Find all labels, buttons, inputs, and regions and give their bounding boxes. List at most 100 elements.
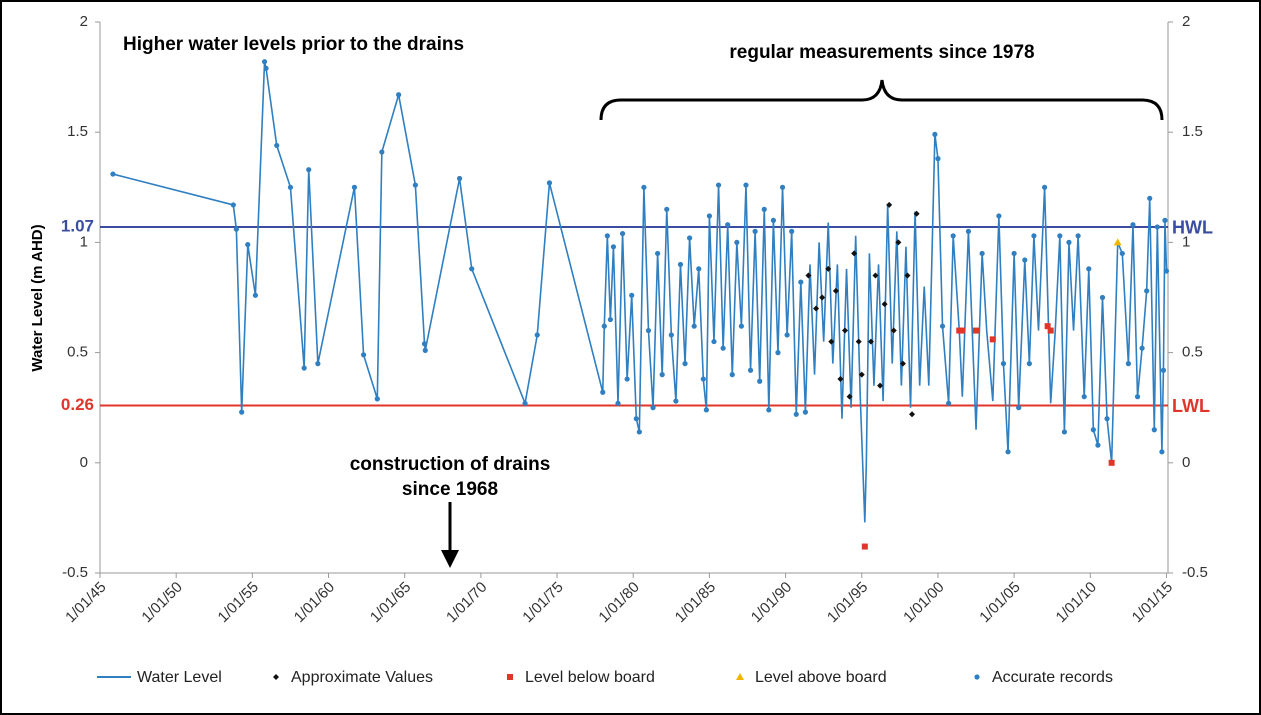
point — [1119, 250, 1125, 257]
point — [1031, 233, 1037, 239]
point — [895, 239, 902, 246]
point — [858, 371, 865, 378]
point — [607, 316, 613, 323]
point — [700, 376, 706, 382]
point — [1057, 233, 1063, 239]
point — [729, 372, 735, 378]
point — [1163, 268, 1170, 274]
point — [673, 398, 679, 404]
point — [691, 323, 697, 329]
y2-tick-label: 0.5 — [1182, 344, 1203, 361]
point — [946, 400, 952, 406]
y-tick-label: 1 — [80, 233, 88, 250]
point — [396, 92, 402, 98]
point — [655, 250, 661, 257]
point — [747, 367, 754, 373]
point — [633, 416, 639, 422]
point — [989, 336, 996, 343]
point — [315, 361, 321, 367]
point — [846, 393, 853, 400]
point — [939, 323, 946, 329]
point — [1095, 442, 1101, 448]
point — [813, 305, 820, 312]
point — [1022, 257, 1028, 263]
point — [245, 242, 251, 248]
y2-tick-label: 2 — [1182, 13, 1190, 30]
point — [615, 400, 621, 406]
point — [696, 266, 702, 272]
legend-label: Accurate records — [992, 669, 1113, 686]
point — [757, 378, 763, 384]
point — [110, 171, 116, 177]
point — [872, 272, 879, 279]
point — [761, 206, 767, 212]
annotation: construction of drains — [350, 454, 551, 475]
point — [1104, 416, 1110, 422]
point — [263, 65, 269, 71]
point — [775, 350, 781, 356]
point — [422, 347, 428, 353]
point — [837, 376, 844, 383]
point — [738, 323, 745, 329]
y2-tick-label: -0.5 — [1182, 564, 1208, 581]
point — [687, 235, 693, 241]
point — [619, 230, 626, 237]
point — [469, 266, 475, 272]
point — [784, 332, 790, 338]
point — [766, 407, 772, 413]
point — [522, 400, 528, 406]
point — [913, 210, 920, 217]
point — [752, 228, 758, 234]
point — [610, 244, 617, 250]
point — [1125, 361, 1131, 367]
point — [1147, 195, 1153, 201]
point — [261, 59, 268, 65]
point — [706, 213, 713, 219]
point — [301, 365, 307, 371]
point — [877, 382, 884, 389]
point — [659, 372, 665, 378]
legend-label: Approximate Values — [291, 669, 433, 686]
point — [770, 217, 777, 223]
point — [793, 411, 799, 417]
reference-value-label: 1.07 — [61, 216, 94, 235]
bracket — [599, 79, 1164, 121]
point — [682, 361, 688, 367]
point — [904, 272, 911, 279]
point — [1061, 429, 1067, 435]
point — [412, 182, 418, 188]
point — [819, 294, 826, 301]
point — [1159, 449, 1165, 455]
point — [233, 226, 239, 232]
point — [351, 184, 358, 190]
point — [421, 341, 428, 347]
point — [1044, 323, 1051, 330]
legend-swatch — [974, 674, 980, 680]
legend-label: Water Level — [137, 669, 222, 686]
legend-swatch — [736, 673, 744, 680]
point — [798, 279, 804, 285]
point — [668, 332, 674, 338]
point — [932, 131, 938, 138]
point — [725, 222, 731, 228]
point — [456, 175, 463, 182]
point — [743, 182, 749, 188]
reference-name-label: LWL — [1172, 396, 1210, 416]
point — [734, 239, 740, 245]
point — [1005, 449, 1011, 455]
annotation: since 1968 — [402, 479, 498, 500]
point — [842, 327, 849, 334]
point — [1041, 184, 1048, 190]
point — [1099, 294, 1106, 301]
point — [899, 360, 906, 367]
point — [789, 228, 795, 234]
point — [1108, 459, 1115, 466]
y2-tick-label: 1 — [1182, 233, 1190, 250]
y-tick-label: 2 — [80, 13, 88, 30]
point — [825, 265, 832, 272]
point — [1047, 327, 1054, 334]
point — [1151, 427, 1157, 433]
point — [867, 338, 874, 345]
point — [1160, 367, 1167, 373]
y-tick-label: 0.5 — [67, 344, 88, 361]
